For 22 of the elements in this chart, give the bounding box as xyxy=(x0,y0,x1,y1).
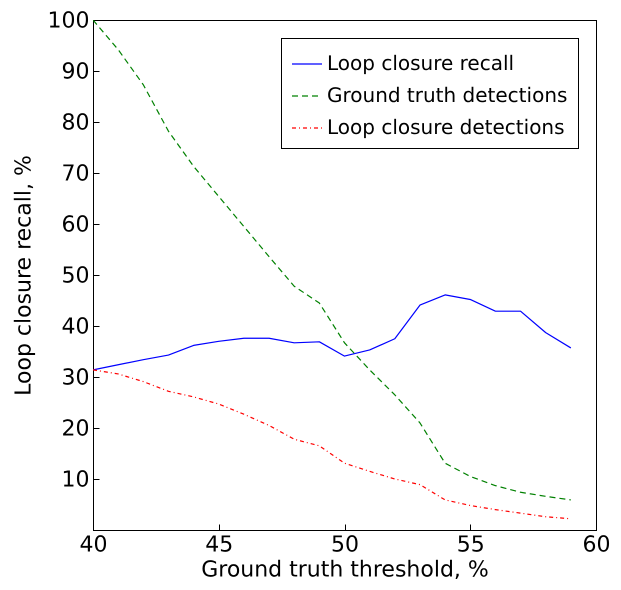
legend-label: Loop closure recall xyxy=(327,51,514,75)
y-tick-label: 30 xyxy=(62,366,90,390)
y-tick-label: 40 xyxy=(62,314,90,340)
x-tick-label: 40 xyxy=(80,532,108,558)
x-tick-label: 60 xyxy=(582,532,610,558)
x-tick-label: 55 xyxy=(456,532,485,558)
line-series xyxy=(93,294,572,370)
y-tick-label: 90 xyxy=(62,60,90,84)
y-tick-label: 80 xyxy=(62,110,90,136)
y-axis-title: Loop closure recall, % xyxy=(12,155,37,396)
y-tick-label: 50 xyxy=(62,264,90,288)
x-tick-label: 50 xyxy=(331,532,359,558)
y-tick-label: 60 xyxy=(62,212,90,238)
x-axis-title: Ground truth threshold, % xyxy=(201,558,489,582)
y-tick-label: 20 xyxy=(62,416,90,442)
legend-label: Ground truth detections xyxy=(327,83,568,107)
line-series xyxy=(93,20,572,501)
legend-label: Loop closure detections xyxy=(327,115,565,139)
y-tick-label: 100 xyxy=(48,8,90,34)
y-tick-label: 70 xyxy=(62,162,90,186)
y-tick-label: 10 xyxy=(62,468,90,492)
x-tick-label: 45 xyxy=(205,532,234,558)
